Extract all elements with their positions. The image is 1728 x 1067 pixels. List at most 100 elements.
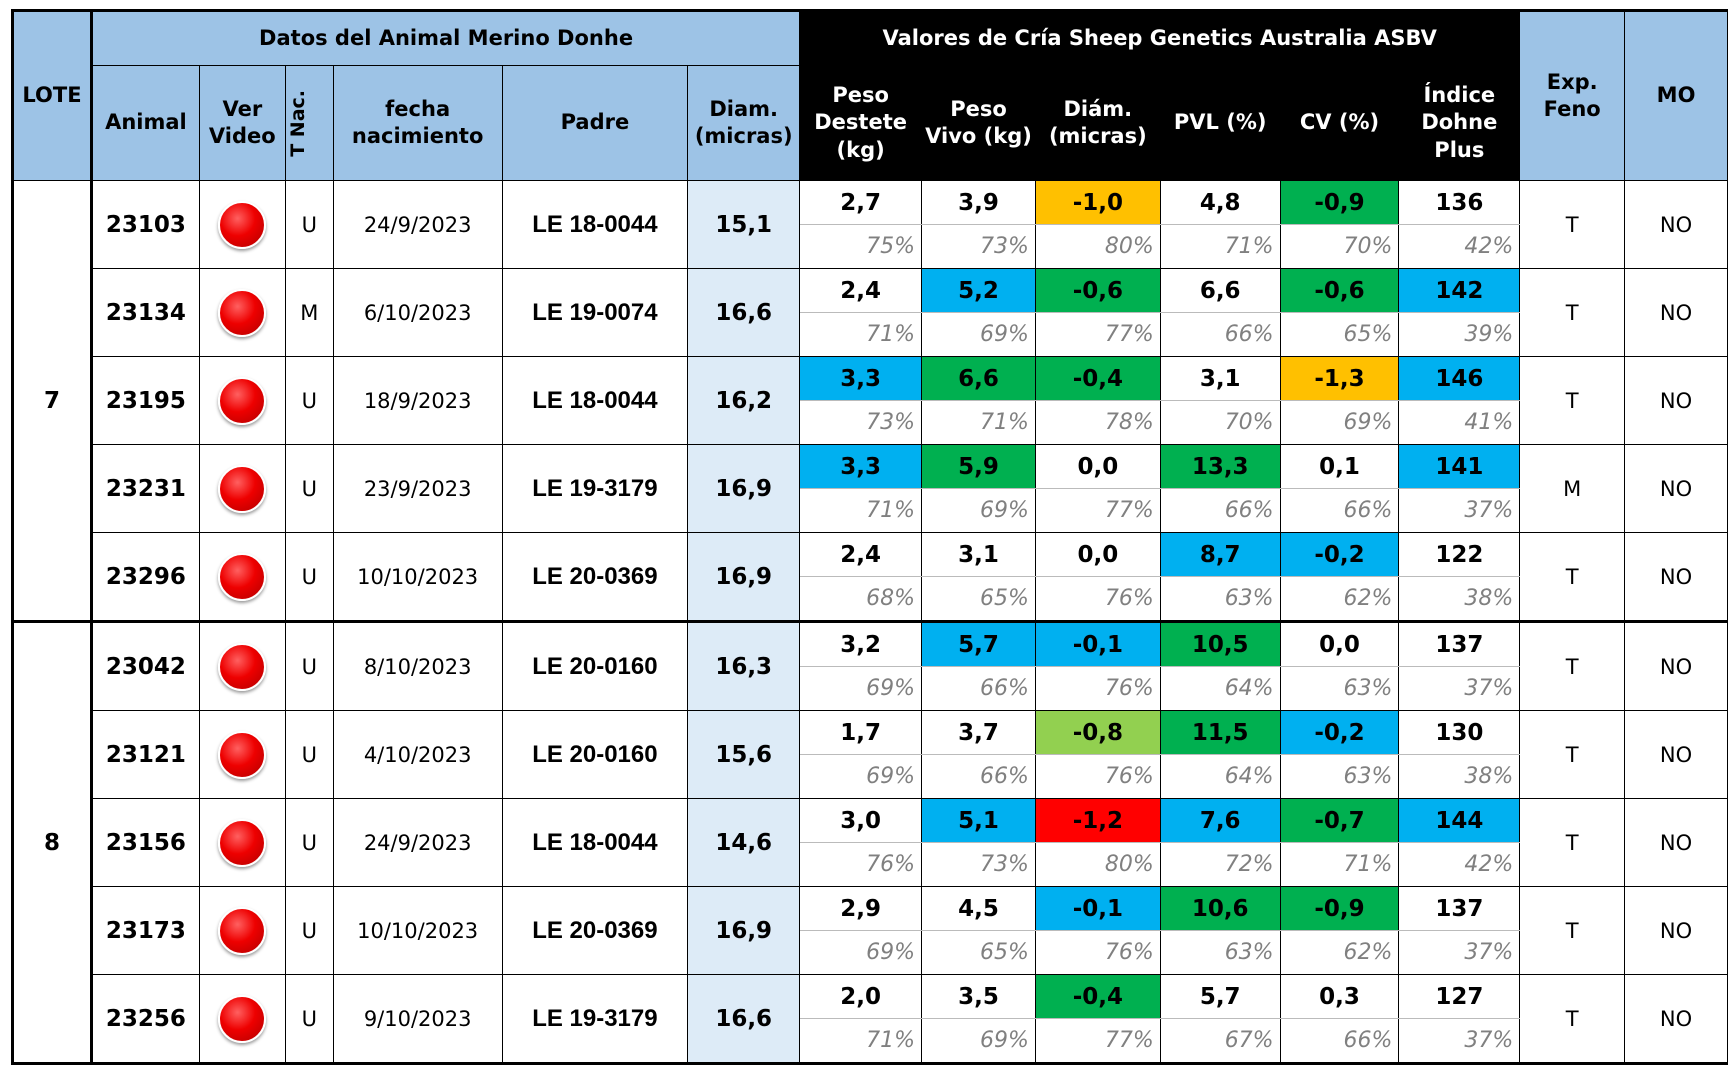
asbv-accuracy: 69% — [921, 312, 1036, 357]
asbv-accuracy: 76% — [1034, 930, 1161, 975]
asbv-value: 3,3 — [799, 444, 923, 489]
asbv-value: 11,5 — [1159, 710, 1281, 755]
asbv-value: 144 — [1398, 798, 1521, 843]
video-cell — [198, 886, 286, 975]
video-cell — [198, 356, 286, 445]
asbv-accuracy: 38% — [1398, 754, 1521, 799]
exp-feno: T — [1519, 532, 1626, 623]
row: 23134 M 6/10/2023 LE 19-0074 16,6 2,4 5,2 -0,6 6… — [13, 268, 1728, 357]
asbv-accuracy: 71% — [799, 1018, 923, 1065]
birth-date: 8/10/2023 — [332, 621, 503, 711]
sire: LE 20-0369 — [501, 886, 689, 975]
video-button[interactable] — [218, 552, 267, 601]
animal-id: 23256 — [90, 974, 200, 1065]
asbv-accuracy: 71% — [799, 312, 923, 357]
asbv-value: -0,7 — [1279, 798, 1400, 843]
asbv-value: 6,6 — [921, 356, 1036, 401]
asbv-value: 3,7 — [921, 710, 1036, 755]
asbv-value: 13,3 — [1159, 444, 1281, 489]
asbv-accuracy: 65% — [921, 930, 1036, 975]
video-button[interactable] — [218, 642, 267, 691]
mo: NO — [1624, 356, 1728, 445]
mo: NO — [1624, 268, 1728, 357]
animal-id: 23121 — [90, 710, 200, 799]
asbv-value: 4,5 — [921, 886, 1036, 931]
tnac: U — [284, 532, 334, 623]
asbv-accuracy: 69% — [1279, 400, 1400, 445]
video-button[interactable] — [218, 906, 267, 955]
table-wrap: LOTE Datos del Animal Merino Donhe Valor… — [11, 9, 1728, 1065]
row-accuracy: 73% 71% 78% 70% 69% 41% — [13, 400, 1728, 445]
mo: NO — [1624, 621, 1728, 711]
lote-header: LOTE — [11, 9, 93, 181]
asbv-value: -1,2 — [1034, 798, 1161, 843]
birth-date: 4/10/2023 — [332, 710, 503, 799]
asbv-accuracy: 41% — [1398, 400, 1521, 445]
row-accuracy: 71% 69% 77% 66% 66% 37% — [13, 488, 1728, 533]
asbv-accuracy: 80% — [1034, 842, 1161, 887]
tnac: U — [284, 356, 334, 445]
row: 23296 U 10/10/2023 LE 20-0369 16,9 2,4 3,1 0,0 8… — [13, 532, 1728, 623]
mo: NO — [1624, 974, 1728, 1065]
diameter: 16,6 — [687, 974, 801, 1065]
trait-header: Peso Vivo (kg) — [921, 65, 1036, 181]
video-button[interactable] — [218, 200, 267, 249]
asbv-accuracy: 77% — [1034, 488, 1161, 533]
animal-id: 23103 — [90, 180, 200, 269]
video-cell — [198, 444, 286, 533]
mo: NO — [1624, 710, 1728, 799]
trait-header: Peso Destete (kg) — [799, 65, 923, 181]
row: 23195 U 18/9/2023 LE 18-0044 16,2 3,3 6,6 -0,4 3… — [13, 356, 1728, 445]
video-button[interactable] — [218, 376, 267, 425]
exp-feno: T — [1519, 710, 1626, 799]
asbv-value: -0,8 — [1034, 710, 1161, 755]
asbv-value: 142 — [1398, 268, 1521, 313]
video-cell — [198, 974, 286, 1065]
asbv-accuracy: 73% — [799, 400, 923, 445]
asbv-accuracy: 62% — [1279, 576, 1400, 623]
video-cell — [198, 180, 286, 269]
exp-feno: T — [1519, 268, 1626, 357]
row: 23231 U 23/9/2023 LE 19-3179 16,9 3,3 5,9 0,0 13… — [13, 444, 1728, 533]
mo: NO — [1624, 798, 1728, 887]
asbv-value: 10,5 — [1159, 621, 1281, 667]
exp-feno: T — [1519, 798, 1626, 887]
lote: 8 — [11, 621, 93, 1065]
video-button[interactable] — [218, 288, 267, 337]
asbv-value: 127 — [1398, 974, 1521, 1019]
asbv-accuracy: 64% — [1159, 754, 1281, 799]
asbv-accuracy: 71% — [799, 488, 923, 533]
column-header: Padre — [501, 65, 689, 181]
asbv-value: -0,9 — [1279, 886, 1400, 931]
asbv-value: 141 — [1398, 444, 1521, 489]
birth-date: 9/10/2023 — [332, 974, 503, 1065]
asbv-accuracy: 39% — [1398, 312, 1521, 357]
sire: LE 20-0369 — [501, 532, 689, 623]
video-button[interactable] — [218, 464, 267, 513]
asbv-accuracy: 66% — [921, 754, 1036, 799]
video-button[interactable] — [218, 730, 267, 779]
asbv-accuracy: 73% — [921, 842, 1036, 887]
asbv-value: 146 — [1398, 356, 1521, 401]
asbv-accuracy: 66% — [1279, 1018, 1400, 1065]
asbv-value: 3,2 — [799, 621, 923, 667]
asbv-accuracy: 72% — [1159, 842, 1281, 887]
birth-date: 10/10/2023 — [332, 886, 503, 975]
asbv-value: 3,3 — [799, 356, 923, 401]
asbv-accuracy: 69% — [921, 1018, 1036, 1065]
exp-feno: T — [1519, 180, 1626, 269]
exp-feno: M — [1519, 444, 1626, 533]
video-cell — [198, 798, 286, 887]
video-button[interactable] — [218, 818, 267, 867]
asbv-value: 122 — [1398, 532, 1521, 577]
diameter: 16,6 — [687, 268, 801, 357]
asbv-accuracy: 68% — [799, 576, 923, 623]
mo: NO — [1624, 886, 1728, 975]
column-header: Ver Video — [198, 65, 286, 181]
sire: LE 20-0160 — [501, 710, 689, 799]
video-button[interactable] — [218, 994, 267, 1043]
tnac: U — [284, 444, 334, 533]
row: 23156 U 24/9/2023 LE 18-0044 14,6 3,0 5,1 -1,2 7… — [13, 798, 1728, 887]
exp-feno: T — [1519, 886, 1626, 975]
